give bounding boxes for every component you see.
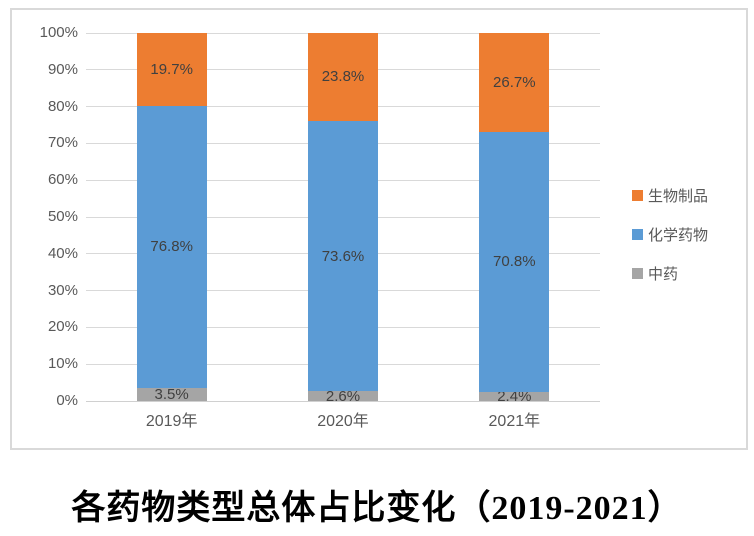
x-tick-label: 2019年 xyxy=(145,413,198,430)
legend-label: 化学药物 xyxy=(648,227,709,244)
y-tick-label: 100% xyxy=(39,24,78,41)
data-label: 26.7% xyxy=(493,74,536,91)
chart-frame: 0% 10% 20% 30% 40% 50% 60% 70% 80% 90% 100% 3.5% 76… xyxy=(10,8,748,450)
stacked-bar: 2.6% 73.6% 23.8% xyxy=(308,33,378,405)
bar-segment-化学药物: 76.8% xyxy=(136,105,207,389)
x-tick-label: 2021年 xyxy=(488,413,541,430)
legend-item-化学药物: 化学药物 xyxy=(632,215,742,254)
legend-swatch-icon xyxy=(632,190,643,201)
legend-label: 生物制品 xyxy=(648,188,709,205)
stacked-bar: 2.4% 70.8% 26.7% xyxy=(479,33,550,406)
legend-item-中药: 中药 xyxy=(632,254,742,293)
y-axis: 0% 10% 20% 30% 40% 50% 60% 70% 80% 90% 100% xyxy=(12,25,78,409)
data-label: 76.8% xyxy=(150,238,193,256)
data-label: 19.7% xyxy=(150,60,193,78)
y-tick-label: 90% xyxy=(47,60,78,78)
x-axis-line xyxy=(86,400,600,402)
plot-area: 3.5% 76.8% 19.7% 2.6% 73.6% 23.8% 2.4% 70.8% 26.… xyxy=(86,32,600,406)
stacked-bar: 3.5% 76.8% 19.7% xyxy=(136,33,207,404)
bar-segment-化学药物: 73.6% xyxy=(308,120,378,392)
y-tick-label: 40% xyxy=(47,244,78,262)
y-tick-label: 20% xyxy=(47,318,78,336)
bar-segment-中药: 3.5% xyxy=(136,386,207,404)
legend-label: 中药 xyxy=(648,266,679,283)
y-tick-label: 50% xyxy=(47,208,78,225)
x-tick-label: 2020年 xyxy=(317,413,369,430)
legend-item-生物制品: 生物制品 xyxy=(632,176,742,215)
y-tick-label: 10% xyxy=(47,355,78,373)
legend-swatch-icon xyxy=(632,268,643,279)
data-label: 2.4% xyxy=(497,388,532,406)
bar-segment-化学药物: 70.8% xyxy=(479,131,550,393)
legend-swatch-icon xyxy=(632,229,643,240)
y-tick-label: 60% xyxy=(47,171,78,189)
gridline xyxy=(86,32,600,34)
legend: 生物制品化学药物中药 xyxy=(632,176,742,293)
x-axis: 2019年 2020年 2021年 xyxy=(86,411,600,433)
y-tick-label: 0% xyxy=(56,392,78,409)
data-label: 73.6% xyxy=(321,247,365,265)
data-label: 23.8% xyxy=(321,68,365,86)
bar-segment-生物制品: 23.8% xyxy=(308,33,378,121)
y-tick-label: 30% xyxy=(47,281,78,299)
bar-segment-中药: 2.4% xyxy=(479,388,550,406)
data-label: 3.5% xyxy=(154,386,189,404)
data-label: 2.6% xyxy=(325,387,361,405)
y-tick-label: 70% xyxy=(47,134,78,152)
bar-segment-生物制品: 19.7% xyxy=(136,33,207,106)
chart-title: 各药物类型总体占比变化（2019-2021） xyxy=(71,490,683,527)
data-label: 70.8% xyxy=(493,253,536,271)
bar-segment-生物制品: 26.7% xyxy=(479,33,550,132)
y-tick-label: 80% xyxy=(47,97,78,115)
bar-segment-中药: 2.6% xyxy=(308,387,378,405)
